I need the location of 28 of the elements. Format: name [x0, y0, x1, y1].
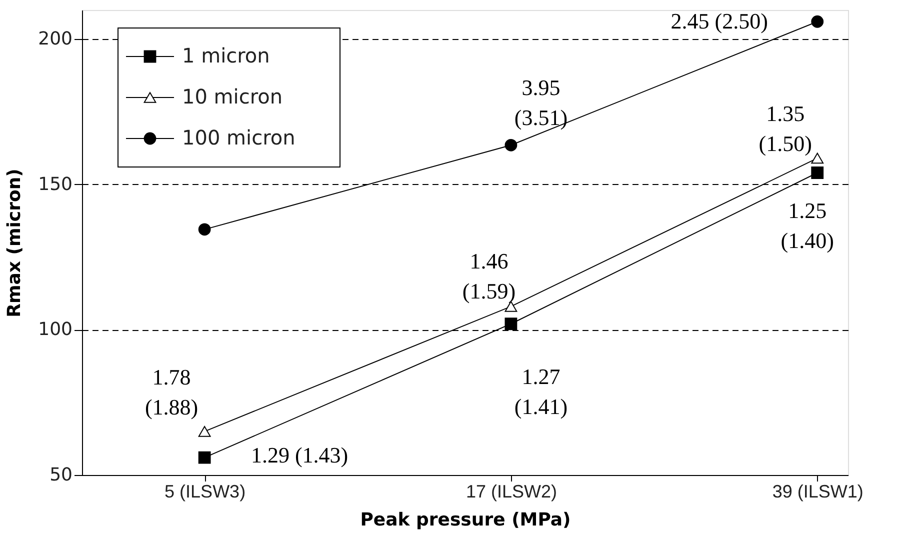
y-tick-label: 100 [38, 319, 72, 340]
x-tick-label: 39 (ILSW1) [772, 482, 864, 502]
point [198, 451, 211, 464]
annotation: 1.78 (1.88) [144, 364, 198, 420]
y-tick-label: 200 [38, 28, 72, 50]
y-tick-label: 150 [38, 174, 72, 195]
annotation: 1.35 (1.50) [758, 101, 812, 156]
x-tick-label: 17 (ILSW2) [466, 482, 557, 502]
annotation: 1.46 (1.59) [462, 248, 516, 304]
point [811, 152, 824, 164]
y-tick-label: 50 [50, 464, 72, 486]
annotation: 3.95 (3.51) [514, 75, 568, 130]
point [198, 426, 211, 437]
legend-label: 10 micron [182, 84, 283, 108]
annotation: 2.45 (2.50) [670, 8, 768, 34]
point [811, 15, 824, 28]
y-axis-title: Rmax (micron) [4, 168, 26, 318]
point [198, 223, 211, 236]
x-tick-label: 5 (ILSW3) [164, 482, 246, 502]
point [811, 166, 824, 179]
annotation: 1.29 (1.43) [250, 442, 348, 468]
legend-label: 100 micron [182, 126, 296, 150]
annotation: 1.25 (1.40) [780, 198, 834, 253]
legend-label: 1 micron [182, 44, 270, 68]
x-axis-title: Peak pressure (MPa) [360, 510, 571, 530]
point [504, 138, 518, 152]
annotation: 1.27 (1.41) [514, 364, 568, 419]
point [504, 318, 518, 330]
